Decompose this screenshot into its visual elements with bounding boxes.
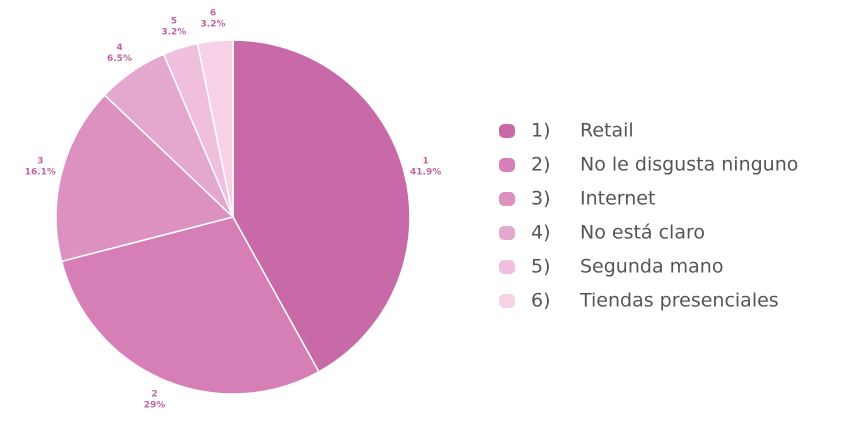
legend-swatch bbox=[499, 192, 515, 206]
legend-swatch bbox=[499, 294, 515, 308]
slice-number: 1 bbox=[423, 157, 429, 167]
legend-label: Tiendas presenciales bbox=[579, 290, 779, 312]
pie-slice bbox=[232, 39, 411, 373]
legend-number: 5) bbox=[531, 256, 551, 278]
legend-number: 2) bbox=[531, 154, 551, 176]
legend-label: No le disgusta ninguno bbox=[580, 154, 798, 176]
slice-number: 3 bbox=[37, 157, 43, 167]
legend-label: Retail bbox=[580, 120, 634, 142]
pie-slice bbox=[196, 39, 234, 218]
slice-percent: 3.2% bbox=[201, 20, 226, 30]
legend-swatch bbox=[499, 124, 515, 138]
slice-number: 6 bbox=[210, 9, 216, 19]
legend-number: 6) bbox=[531, 290, 551, 312]
slice-number: 2 bbox=[151, 389, 157, 399]
legend-swatch bbox=[499, 158, 515, 172]
slice-percent: 16.1% bbox=[25, 168, 56, 178]
pie-slice bbox=[60, 216, 320, 395]
legend-label: Segunda mano bbox=[580, 256, 723, 278]
slice-percent: 41.9% bbox=[410, 168, 441, 178]
slice-number: 5 bbox=[171, 16, 177, 26]
slice-percent: 29% bbox=[144, 400, 166, 410]
slice-number: 4 bbox=[116, 43, 122, 53]
legend-number: 4) bbox=[531, 222, 551, 244]
legend-number: 1) bbox=[531, 120, 551, 142]
pie-slice bbox=[55, 94, 235, 263]
legend-label: Internet bbox=[580, 188, 655, 210]
legend-swatch bbox=[499, 260, 515, 274]
legend-label: No está claro bbox=[580, 222, 705, 244]
slice-percent: 3.2% bbox=[161, 27, 186, 37]
legend-swatch bbox=[499, 226, 515, 240]
legend-number: 3) bbox=[531, 188, 551, 210]
slice-percent: 6.5% bbox=[107, 54, 132, 64]
